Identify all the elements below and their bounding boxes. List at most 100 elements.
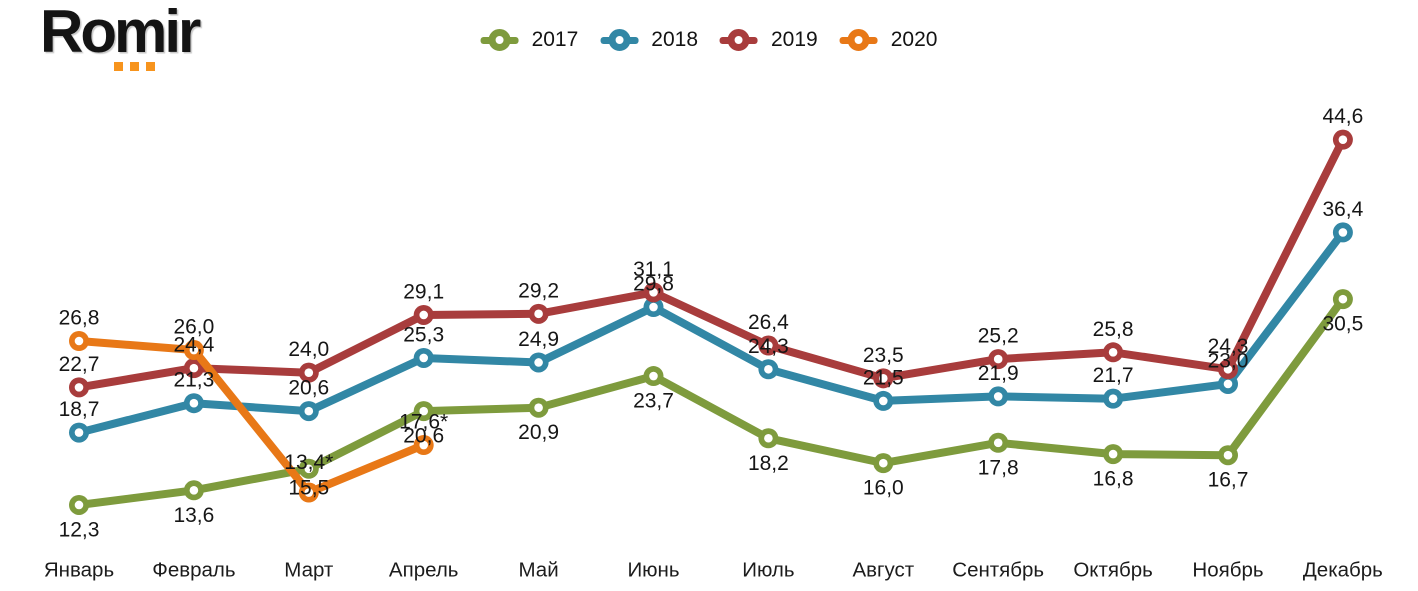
x-axis-label: Март (284, 559, 334, 582)
data-point-hole (189, 345, 199, 355)
data-label: 23,0 (1208, 349, 1249, 372)
series-line (75, 337, 428, 497)
data-point-hole (1108, 394, 1118, 403)
legend-series-marker-icon (720, 28, 758, 52)
data-label: 20,6 (288, 377, 329, 400)
data-point-hole (879, 458, 888, 468)
data-point-hole (1223, 364, 1233, 374)
data-point-hole (189, 485, 199, 495)
data-label: 16,0 (863, 477, 904, 500)
data-label: 30,5 (1322, 313, 1363, 336)
data-label: 16,8 (1093, 468, 1134, 491)
data-label: 18,2 (748, 452, 789, 475)
data-point-hole (764, 341, 773, 350)
data-point-hole (304, 368, 314, 377)
data-point-hole (534, 309, 543, 319)
series-2018 (69, 222, 1353, 443)
series-line (75, 135, 1347, 392)
x-axis-label: Октябрь (1073, 559, 1152, 582)
data-label: 21,5 (863, 366, 904, 389)
data-point-hole (74, 500, 84, 510)
data-label: 24,0 (288, 338, 329, 361)
data-label: 21,9 (978, 362, 1019, 385)
data-label: 25,2 (978, 325, 1019, 348)
legend-item-2018: 2018 (600, 28, 698, 52)
data-point-hole (419, 310, 429, 320)
data-point-hole (189, 398, 199, 408)
data-label: 26,8 (59, 306, 100, 329)
x-axis-label: Ноябрь (1192, 559, 1263, 582)
x-axis-label: Январь (44, 559, 114, 582)
data-point-hole (649, 302, 658, 312)
data-point-hole (1223, 379, 1233, 389)
data-label: 29,1 (403, 280, 444, 303)
data-point-hole (879, 396, 888, 406)
legend-label: 2019 (771, 28, 818, 51)
data-label: 20,9 (518, 421, 559, 444)
series-line (75, 228, 1347, 437)
legend-item-2017: 2017 (480, 28, 579, 52)
romir-logo: Romir (40, 2, 260, 77)
x-axis-label: Июль (742, 559, 794, 582)
data-label: 16,7 (1208, 469, 1249, 492)
data-point-hole (993, 354, 1003, 364)
data-label: 17,8 (978, 456, 1019, 479)
legend-label: 2018 (651, 28, 698, 51)
legend-ring-icon (608, 29, 631, 51)
data-label: 24,4 (173, 334, 214, 357)
data-point-hole (304, 464, 314, 474)
data-point-hole (74, 428, 84, 437)
data-point-hole (74, 383, 84, 392)
data-label: 23,7 (633, 390, 674, 413)
chart-legend: 2017 2018 2019 2020 (480, 28, 938, 52)
data-label: 26,4 (748, 311, 789, 334)
data-label: 21,3 (173, 369, 214, 392)
data-point-hole (304, 406, 314, 416)
data-label: 22,7 (59, 353, 100, 376)
x-axis-label: Февраль (152, 559, 235, 582)
legend-label: 2017 (531, 28, 579, 51)
x-axis-label: Апрель (389, 559, 459, 582)
data-point-hole (419, 353, 429, 363)
legend-ring-icon (847, 29, 870, 51)
data-point-hole (764, 364, 773, 374)
data-point-hole (764, 433, 773, 443)
series-2020 (69, 330, 434, 503)
romir-logo-text: Romir (40, 0, 201, 65)
series-line (75, 295, 1347, 509)
data-point-hole (1108, 348, 1118, 357)
data-label: 23,5 (863, 344, 904, 367)
data-point-hole (534, 403, 543, 413)
logo-dot-icon (114, 62, 123, 71)
data-label: 31,1 (633, 258, 674, 281)
data-point-hole (1108, 449, 1118, 459)
data-point-hole (74, 336, 84, 346)
romir-logo-dots-icon (114, 62, 155, 71)
legend-series-marker-icon (600, 28, 639, 52)
data-label: 25,3 (403, 323, 444, 346)
legend-ring-icon (488, 29, 511, 51)
data-point-hole (879, 374, 888, 383)
data-point-hole (1338, 135, 1348, 144)
data-label: 44,6 (1322, 105, 1363, 128)
logo-dot-icon (146, 62, 155, 71)
data-label: 13,6 (173, 504, 214, 527)
data-point-hole (993, 438, 1003, 448)
data-point-hole (993, 392, 1003, 401)
x-axis: Январь Февраль Март Апрель Май Июнь Июль Август… (44, 559, 1383, 582)
data-label: 12,3 (59, 518, 100, 541)
data-label: 17,6* (399, 411, 448, 434)
legend-item-2019: 2019 (720, 28, 818, 52)
series-2019 (69, 129, 1353, 398)
data-point-hole (534, 358, 543, 367)
data-point-hole (1223, 450, 1233, 460)
x-axis-label: Сентябрь (952, 559, 1044, 582)
data-label-layer: 12,3 13,6 15,5 20,6 20,9 23,7 18,2 16,0 17,8 16,8… (59, 105, 1364, 541)
legend-label: 2020 (890, 28, 938, 51)
legend-series-marker-icon (480, 28, 519, 52)
legend-series-marker-icon (839, 28, 878, 52)
data-label: 15,5 (288, 476, 329, 499)
data-point-hole (304, 488, 314, 497)
x-axis-label: Июнь (627, 559, 679, 582)
